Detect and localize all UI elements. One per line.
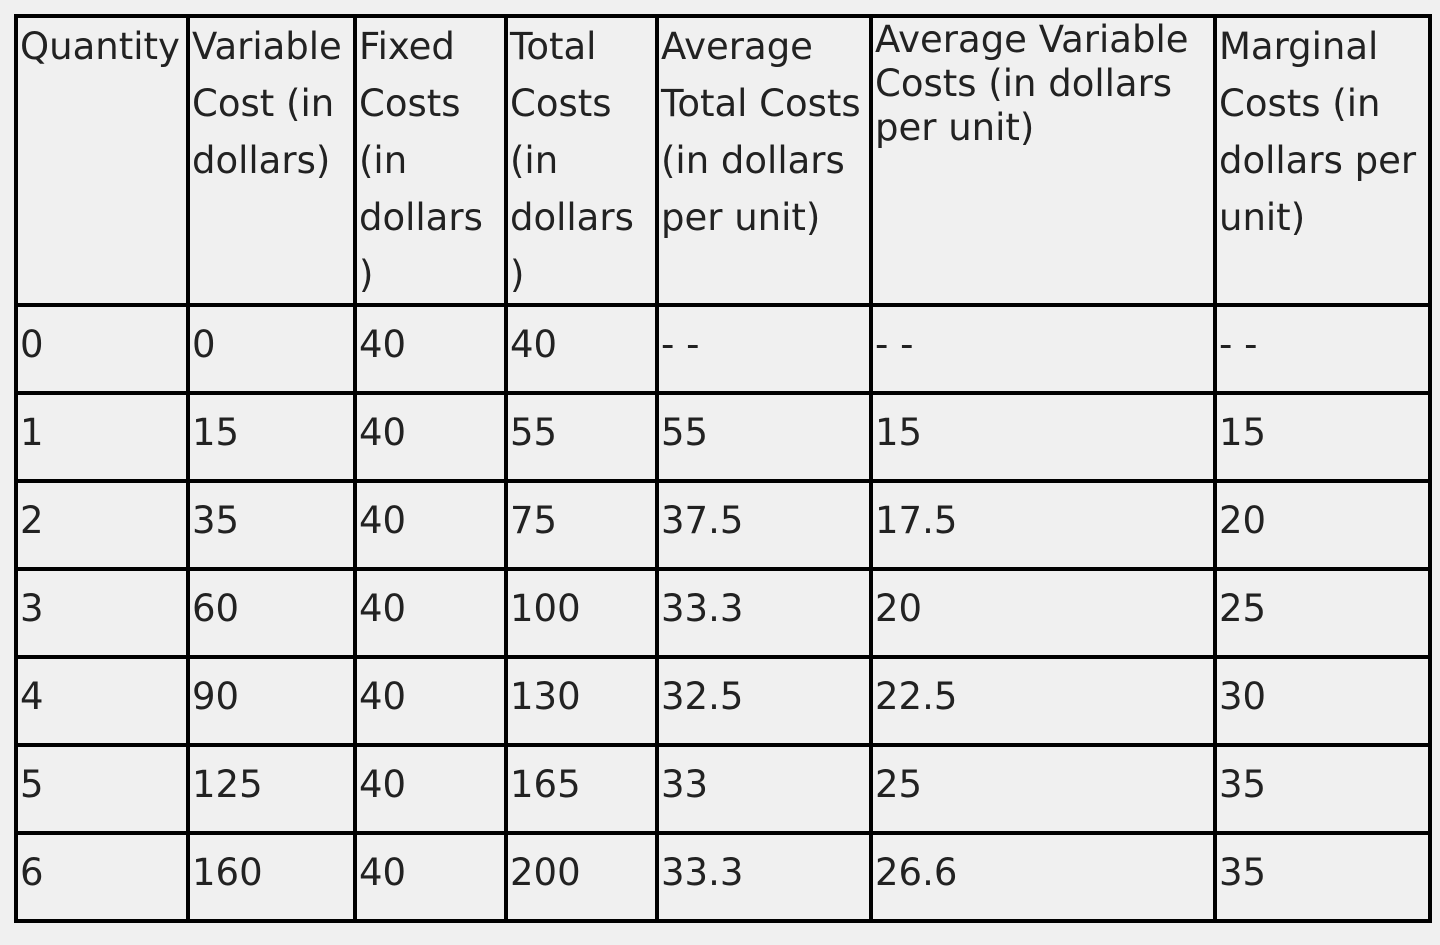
- table-cell: 35: [1213, 743, 1432, 835]
- table-row: 5 125 40 165 33 25 35: [14, 743, 1432, 835]
- table-cell: 200: [504, 831, 659, 923]
- table-cell: 6: [14, 831, 190, 923]
- table-cell: - -: [1213, 303, 1432, 395]
- column-header: Average Total Costs (in dollars per unit…: [655, 14, 873, 307]
- table-cell: 55: [504, 391, 659, 483]
- table-row: 2 35 40 75 37.5 17.5 20: [14, 479, 1432, 571]
- table-cell: 26.6: [869, 831, 1217, 923]
- column-header: Fixed Costs (in dollars ): [353, 14, 508, 307]
- table-cell: 25: [869, 743, 1217, 835]
- table-cell: 60: [186, 567, 357, 659]
- table-cell: 37.5: [655, 479, 873, 571]
- table-cell: 15: [1213, 391, 1432, 483]
- column-header: Marginal Costs (in dollars per unit): [1213, 14, 1432, 307]
- table-cell: 35: [186, 479, 357, 571]
- table-cell: 100: [504, 567, 659, 659]
- table-cell: 165: [504, 743, 659, 835]
- table-cell: 0: [186, 303, 357, 395]
- table-cell: - -: [655, 303, 873, 395]
- table-cell: 20: [1213, 479, 1432, 571]
- table-cell: 0: [14, 303, 190, 395]
- table-cell: 55: [655, 391, 873, 483]
- table-cell: 22.5: [869, 655, 1217, 747]
- table-cell: 5: [14, 743, 190, 835]
- table-cell: - -: [869, 303, 1217, 395]
- table-cell: 32.5: [655, 655, 873, 747]
- table-cell: 30: [1213, 655, 1432, 747]
- table-body: 0 0 40 40- -- -- -1 15 40 55 55 15 15 2 35 40 75 37.5 1…: [14, 303, 1432, 923]
- table-cell: 40: [353, 303, 508, 395]
- table-cell: 40: [353, 567, 508, 659]
- table-row: 1 15 40 55 55 15 15: [14, 391, 1432, 483]
- table-row: 4 90 40 130 32.5 22.5 30: [14, 655, 1432, 747]
- table-cell: 130: [504, 655, 659, 747]
- table-row: 6 160 40 200 33.3 26.6 35: [14, 831, 1432, 923]
- table-cell: 3: [14, 567, 190, 659]
- table-cell: 25: [1213, 567, 1432, 659]
- table-row: 0 0 40 40- -- -- -: [14, 303, 1432, 395]
- table-cell: 2: [14, 479, 190, 571]
- table-cell: 90: [186, 655, 357, 747]
- column-header: Variable Cost (in dollars): [186, 14, 357, 307]
- table-cell: 40: [504, 303, 659, 395]
- column-header: Total Costs (in dollars ): [504, 14, 659, 307]
- table-cell: 33.3: [655, 831, 873, 923]
- table-cell: 35: [1213, 831, 1432, 923]
- table-cell: 1: [14, 391, 190, 483]
- table-row: 3 60 40 100 33.3 20 25: [14, 567, 1432, 659]
- cost-table: Quantity Variable Cost (in dollars) Fixed …: [14, 14, 1432, 923]
- header-row: Quantity Variable Cost (in dollars) Fixed …: [14, 14, 1432, 307]
- table-cell: 40: [353, 743, 508, 835]
- table-cell: 15: [869, 391, 1217, 483]
- table-cell: 160: [186, 831, 357, 923]
- table-cell: 17.5: [869, 479, 1217, 571]
- table-cell: 4: [14, 655, 190, 747]
- table-cell: 20: [869, 567, 1217, 659]
- table-cell: 40: [353, 391, 508, 483]
- table-cell: 33: [655, 743, 873, 835]
- column-header: Quantity: [14, 14, 190, 307]
- table-cell: 125: [186, 743, 357, 835]
- table-cell: 40: [353, 831, 508, 923]
- table-cell: 15: [186, 391, 357, 483]
- table-cell: 40: [353, 479, 508, 571]
- table-cell: 40: [353, 655, 508, 747]
- table-cell: 33.3: [655, 567, 873, 659]
- column-header: Average Variable Costs (in dollars per u…: [869, 14, 1217, 307]
- table-cell: 75: [504, 479, 659, 571]
